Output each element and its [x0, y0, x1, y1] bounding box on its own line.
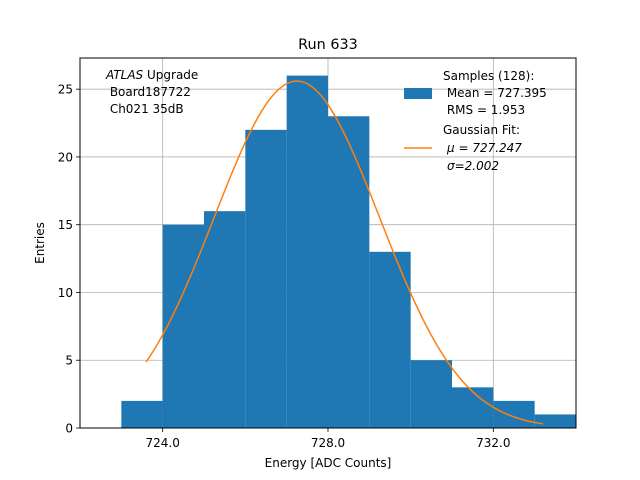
- legend-patch-samples: [404, 88, 432, 99]
- histogram-bar: [452, 387, 494, 428]
- gaussian-fit-curve: [145, 80, 544, 425]
- y-tick-label: 10: [58, 286, 73, 300]
- x-tick-label: 728.0: [311, 436, 345, 450]
- histogram-bar: [121, 400, 163, 428]
- x-tick-label: 724.0: [145, 436, 179, 450]
- y-axis-label: Entries: [33, 222, 47, 264]
- legend-samples-line-3: RMS = 1.953: [443, 103, 525, 117]
- histogram-bar: [328, 116, 370, 429]
- y-tick-label: 5: [65, 354, 73, 368]
- legend-fit-line-1: Gaussian Fit:: [443, 123, 520, 137]
- annotation-box: ATLAS Upgrade Board187722 Ch021 35dB: [105, 68, 198, 116]
- y-tick-label: 15: [58, 218, 73, 232]
- histogram-bar: [410, 360, 452, 428]
- y-tick-label: 20: [58, 150, 73, 164]
- x-tick-label: 732.0: [476, 436, 510, 450]
- histogram-bar: [204, 211, 246, 428]
- annotation-line-1: ATLAS Upgrade: [105, 68, 198, 82]
- histogram-bar: [162, 224, 204, 428]
- legend-samples-line-2: Mean = 727.395: [443, 86, 547, 100]
- y-tick-label: 25: [58, 83, 73, 97]
- legend-fit-line-2: μ = 727.247: [446, 141, 522, 155]
- legend-samples-line-1: Samples (128):: [443, 69, 534, 83]
- histogram-bar: [493, 400, 535, 428]
- legend: Samples (128): Mean = 727.395 RMS = 1.95…: [404, 69, 547, 173]
- histogram-bar: [369, 251, 411, 428]
- histogram-bar: [534, 414, 576, 428]
- histogram-bar: [286, 75, 328, 428]
- axis-ticks: 724.0 728.0 732.0 0 5 10 15 20 25: [58, 83, 511, 450]
- annotation-line-2: Board187722: [106, 85, 191, 99]
- annotation-line-3: Ch021 35dB: [106, 102, 184, 116]
- annotation-atlas: ATLAS: [105, 68, 144, 82]
- histogram-bars: [121, 75, 576, 429]
- legend-fit-line-3: σ=2.002: [447, 159, 499, 173]
- gaussian-fit: [145, 80, 544, 425]
- chart-title: Run 633: [298, 37, 358, 53]
- y-tick-label: 0: [65, 422, 73, 436]
- histogram-bar: [245, 129, 287, 429]
- x-axis-label: Energy [ADC Counts]: [265, 456, 392, 470]
- annotation-upgrade: Upgrade: [143, 68, 198, 82]
